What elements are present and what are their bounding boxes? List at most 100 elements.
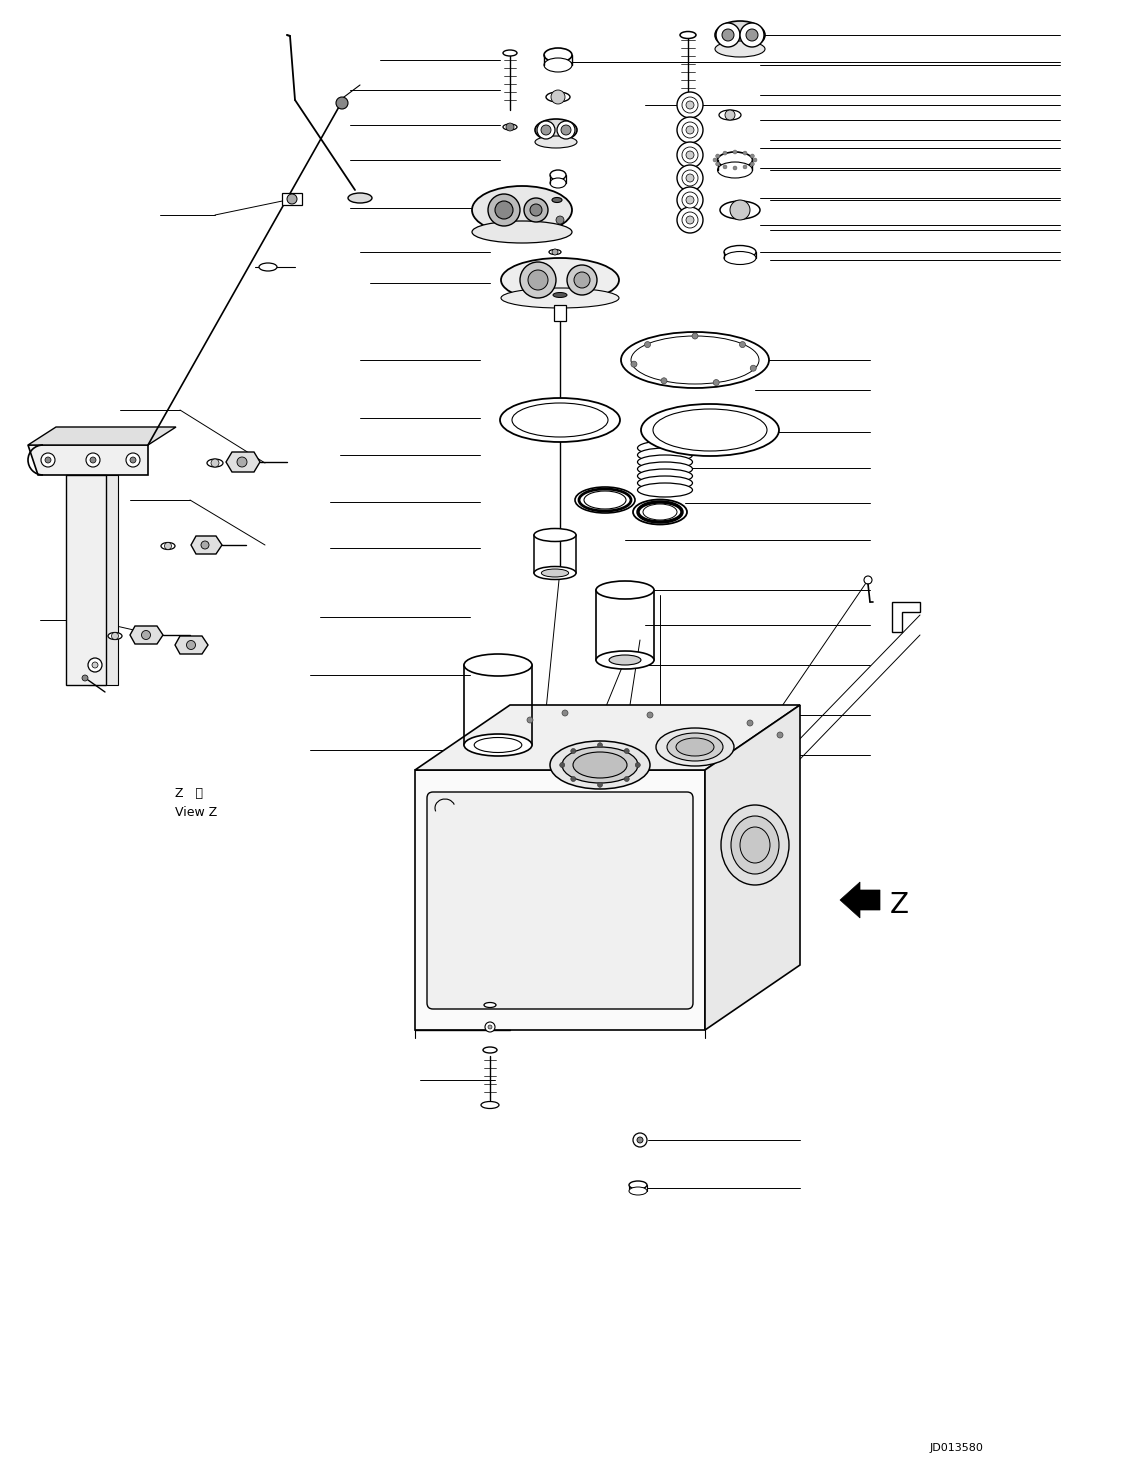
Ellipse shape bbox=[550, 740, 650, 789]
Ellipse shape bbox=[207, 458, 223, 467]
Ellipse shape bbox=[501, 259, 620, 303]
Ellipse shape bbox=[552, 197, 562, 203]
Circle shape bbox=[733, 166, 737, 170]
Ellipse shape bbox=[259, 263, 277, 270]
Circle shape bbox=[677, 142, 703, 167]
Ellipse shape bbox=[676, 737, 714, 757]
Ellipse shape bbox=[464, 654, 531, 676]
Circle shape bbox=[677, 118, 703, 142]
Circle shape bbox=[570, 777, 576, 782]
Circle shape bbox=[686, 151, 694, 159]
Ellipse shape bbox=[720, 201, 760, 219]
Ellipse shape bbox=[716, 21, 765, 48]
Ellipse shape bbox=[653, 408, 767, 451]
Ellipse shape bbox=[596, 651, 654, 668]
Text: View Z: View Z bbox=[175, 805, 217, 818]
Polygon shape bbox=[27, 445, 147, 474]
Circle shape bbox=[551, 90, 565, 104]
Ellipse shape bbox=[668, 733, 724, 761]
Circle shape bbox=[142, 630, 151, 639]
Ellipse shape bbox=[680, 31, 696, 38]
Circle shape bbox=[552, 250, 558, 256]
Circle shape bbox=[624, 777, 630, 782]
Circle shape bbox=[570, 749, 576, 754]
Circle shape bbox=[637, 1137, 644, 1143]
Circle shape bbox=[743, 165, 748, 169]
Circle shape bbox=[528, 270, 547, 289]
Ellipse shape bbox=[644, 504, 677, 520]
Ellipse shape bbox=[534, 529, 576, 542]
Circle shape bbox=[777, 732, 783, 737]
Polygon shape bbox=[892, 602, 920, 632]
Circle shape bbox=[748, 720, 753, 726]
Ellipse shape bbox=[503, 50, 517, 56]
Text: Z: Z bbox=[890, 892, 909, 920]
Circle shape bbox=[237, 457, 247, 467]
Circle shape bbox=[527, 717, 533, 723]
Circle shape bbox=[130, 457, 136, 463]
Circle shape bbox=[716, 162, 720, 166]
Ellipse shape bbox=[638, 469, 693, 483]
Ellipse shape bbox=[483, 1047, 497, 1053]
Circle shape bbox=[677, 165, 703, 191]
Polygon shape bbox=[415, 770, 705, 1030]
Circle shape bbox=[682, 192, 698, 209]
Polygon shape bbox=[88, 474, 118, 685]
Ellipse shape bbox=[740, 827, 770, 862]
Polygon shape bbox=[130, 626, 163, 643]
Circle shape bbox=[686, 195, 694, 204]
Circle shape bbox=[488, 194, 520, 226]
Circle shape bbox=[488, 1025, 491, 1028]
Circle shape bbox=[740, 24, 764, 47]
Ellipse shape bbox=[544, 48, 572, 62]
Ellipse shape bbox=[534, 567, 576, 579]
Ellipse shape bbox=[718, 151, 752, 167]
Polygon shape bbox=[191, 536, 222, 554]
Circle shape bbox=[730, 200, 750, 220]
Ellipse shape bbox=[638, 448, 693, 461]
Ellipse shape bbox=[638, 441, 693, 455]
Circle shape bbox=[523, 198, 547, 222]
Polygon shape bbox=[175, 636, 208, 654]
Circle shape bbox=[495, 201, 513, 219]
Circle shape bbox=[88, 658, 102, 671]
Polygon shape bbox=[66, 474, 106, 685]
Circle shape bbox=[682, 122, 698, 138]
Circle shape bbox=[722, 29, 734, 41]
Ellipse shape bbox=[161, 542, 175, 549]
Ellipse shape bbox=[638, 483, 693, 497]
Circle shape bbox=[682, 97, 698, 113]
Circle shape bbox=[90, 457, 96, 463]
Circle shape bbox=[686, 173, 694, 182]
Circle shape bbox=[537, 120, 555, 140]
Circle shape bbox=[686, 126, 694, 134]
Circle shape bbox=[647, 712, 653, 718]
Circle shape bbox=[645, 342, 650, 348]
Ellipse shape bbox=[656, 729, 734, 765]
Ellipse shape bbox=[550, 178, 566, 188]
Text: Z   視: Z 視 bbox=[175, 786, 203, 799]
Ellipse shape bbox=[575, 488, 636, 513]
Circle shape bbox=[567, 264, 597, 295]
Circle shape bbox=[541, 125, 551, 135]
Circle shape bbox=[725, 110, 735, 120]
Ellipse shape bbox=[732, 815, 780, 874]
Circle shape bbox=[750, 366, 757, 372]
Circle shape bbox=[686, 216, 694, 223]
Ellipse shape bbox=[464, 734, 531, 757]
Circle shape bbox=[682, 147, 698, 163]
Circle shape bbox=[336, 97, 347, 109]
Circle shape bbox=[753, 159, 757, 162]
Circle shape bbox=[633, 1133, 647, 1147]
Ellipse shape bbox=[638, 461, 693, 476]
Ellipse shape bbox=[724, 251, 756, 264]
Ellipse shape bbox=[621, 332, 769, 388]
Circle shape bbox=[716, 154, 720, 159]
Circle shape bbox=[864, 576, 872, 585]
Ellipse shape bbox=[718, 162, 752, 178]
Circle shape bbox=[740, 342, 745, 348]
Ellipse shape bbox=[472, 187, 572, 234]
Ellipse shape bbox=[542, 569, 569, 577]
Circle shape bbox=[201, 541, 209, 549]
Ellipse shape bbox=[633, 499, 687, 524]
